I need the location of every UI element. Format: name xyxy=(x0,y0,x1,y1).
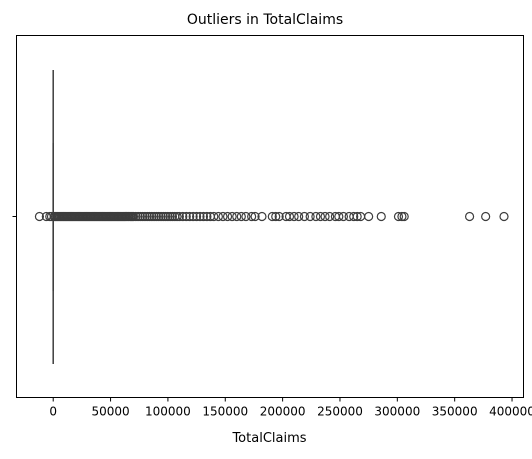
outlier-point xyxy=(305,211,315,222)
outlier-point xyxy=(289,211,299,222)
x-tick-label: 50000 xyxy=(91,405,129,419)
outlier-point xyxy=(209,211,219,222)
outlier-point xyxy=(167,211,178,222)
outlier-point xyxy=(236,211,246,222)
outlier-point xyxy=(274,211,284,222)
outlier-point xyxy=(131,211,141,222)
outlier-point xyxy=(128,211,139,222)
x-tick-label: 400000 xyxy=(489,405,532,419)
outlier-point xyxy=(138,211,148,222)
outlier-point xyxy=(133,211,143,222)
outlier-point xyxy=(232,211,242,222)
outlier-point xyxy=(250,211,260,222)
outlier-point xyxy=(349,211,359,222)
outlier-point xyxy=(257,211,267,222)
outlier-point xyxy=(227,211,237,222)
x-tick-label: 150000 xyxy=(202,405,248,419)
outlier-point xyxy=(149,211,159,222)
outlier-point xyxy=(284,211,295,222)
outlier-point xyxy=(218,211,228,222)
outlier-point xyxy=(147,211,157,222)
outlier-point xyxy=(181,211,191,222)
x-axis-label: TotalClaims xyxy=(231,431,306,446)
outlier-point xyxy=(154,211,164,222)
outlier-point xyxy=(195,211,205,222)
x-tick-label: 300000 xyxy=(374,405,420,419)
outlier-point xyxy=(271,211,281,222)
outlier-point xyxy=(178,211,188,222)
outlier-point xyxy=(247,211,257,222)
outlier-point xyxy=(135,211,145,222)
outlier-point xyxy=(294,211,304,222)
outlier-point xyxy=(399,211,409,222)
outlier-point xyxy=(364,211,374,222)
outlier-point xyxy=(34,211,45,222)
x-axis-ticks: 0 50000 100000 150000 200000 250000 300000 3500… xyxy=(49,397,532,419)
outlier-point xyxy=(334,211,344,222)
outlier-point xyxy=(158,211,168,222)
outlier-point xyxy=(163,211,173,222)
outlier-point xyxy=(320,211,330,222)
outlier-point xyxy=(376,211,386,222)
outlier-point xyxy=(397,211,407,222)
x-tick-label: 350000 xyxy=(432,405,478,419)
outlier-point xyxy=(481,211,491,222)
outlier-point xyxy=(499,211,509,222)
outlier-point xyxy=(161,211,171,222)
x-tick-label: 200000 xyxy=(260,405,306,419)
outlier-point xyxy=(144,211,155,222)
outlier-point xyxy=(198,211,209,222)
outlier-point xyxy=(241,211,251,222)
outlier-point xyxy=(142,211,152,222)
outlier-point xyxy=(151,211,162,222)
outlier-point xyxy=(267,211,277,222)
outlier-point xyxy=(191,211,202,222)
x-tick-label: 250000 xyxy=(317,405,363,419)
outlier-point xyxy=(315,211,326,222)
outlier-point xyxy=(464,211,475,222)
chart-title: Outliers in TotalClaims xyxy=(187,12,343,28)
outlier-point xyxy=(299,211,310,222)
outlier-point xyxy=(202,211,212,222)
outlier-point xyxy=(188,211,198,222)
x-tick-label: 0 xyxy=(49,405,57,419)
outlier-point xyxy=(222,211,233,222)
x-tick-label: 100000 xyxy=(145,405,191,419)
outlier-point xyxy=(325,211,335,222)
outlier-point xyxy=(140,211,150,222)
outlier-point xyxy=(174,211,184,222)
outlier-point xyxy=(352,211,362,222)
outlier-point xyxy=(213,211,223,222)
outlier-point xyxy=(311,211,321,222)
outlier-point xyxy=(156,211,166,222)
outlier-point xyxy=(185,211,195,222)
outlier-point xyxy=(172,211,182,222)
outlier-point xyxy=(165,211,175,222)
outlier-point xyxy=(338,211,349,222)
plot-area xyxy=(34,70,509,364)
outlier-point xyxy=(393,211,404,222)
